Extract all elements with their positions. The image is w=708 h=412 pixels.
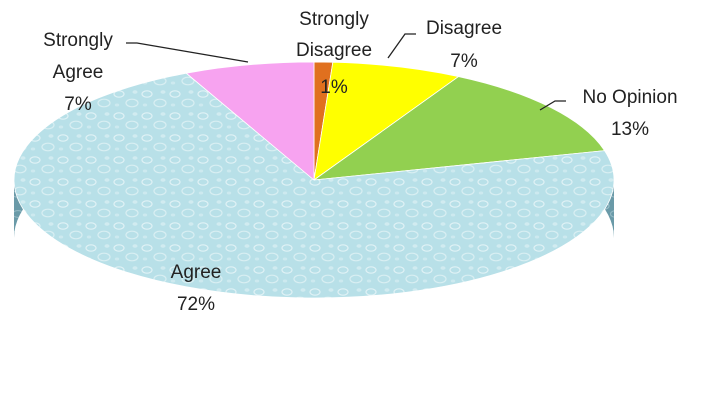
pie-label-no-opinion: No Opinion 13% [582,87,677,140]
pie-label-text-no-opinion: No Opinion [582,87,677,108]
pie-label-strongly-agree: Strongly Agree 7% [43,30,113,115]
pie-label-text-strongly-agree: Strongly [43,30,113,51]
leader-line-no-opinion [539,100,566,111]
pie-label-text-strongly-disagree: Strongly [299,9,369,30]
pie-label-disagree: Disagree 7% [426,18,502,72]
pie-label-agree: Agree 72% [171,262,222,315]
pie-label-text-disagree: Disagree [426,18,502,39]
pie-slices [13,61,615,299]
pie-slice-no-opinion [312,76,606,181]
pie-slice-strongly-agree [185,61,315,181]
pie-value-strongly-agree: 7% [64,94,92,115]
pie-label-text-agree: Agree [171,262,222,283]
leader-line-disagree [387,33,416,59]
pie-value-agree: 72% [177,294,215,315]
pie-slice-texture-agree [14,73,614,298]
pie-label-text-strongly-agree: Agree [53,62,104,83]
pie-label-strongly-disagree: Strongly Disagree 1% [296,9,372,98]
pie-value-no-opinion: 13% [611,119,649,140]
pie-labels: Strongly Disagree 1% Disagree 7% No Opinion 13… [43,9,677,315]
pie-value-disagree: 7% [450,51,478,72]
pie-label-text-strongly-disagree: Disagree [296,40,372,61]
pie-value-strongly-disagree: 1% [320,77,348,98]
pie-slice-disagree [313,61,460,181]
leader-line-strongly-agree [126,42,249,63]
